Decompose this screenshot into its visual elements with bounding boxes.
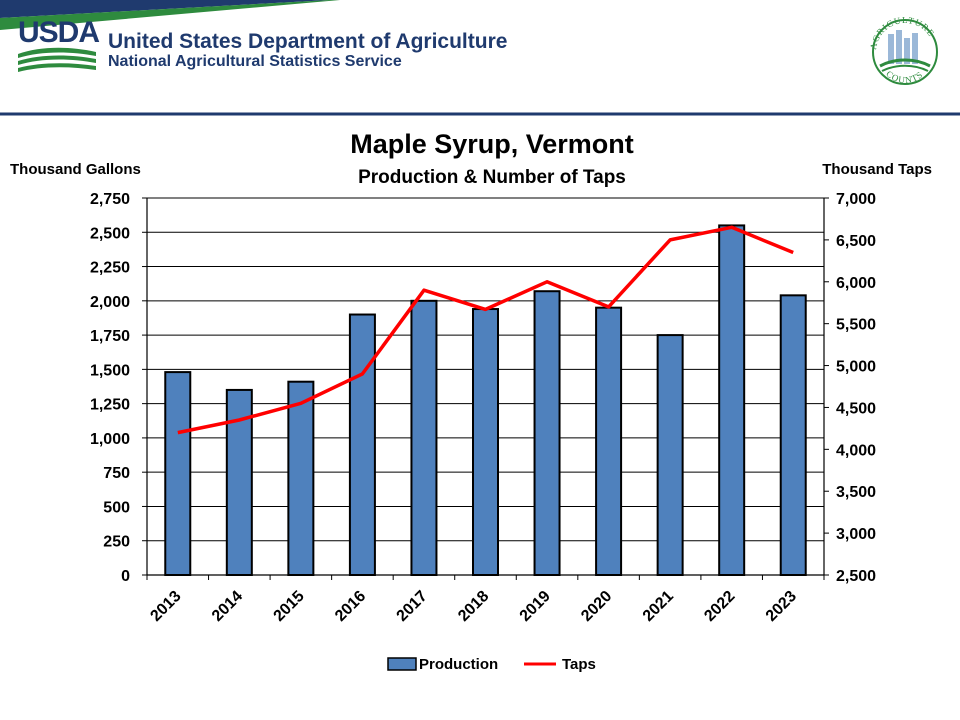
bar-production-2015 [287,380,315,576]
legend-label-production: Production [419,656,498,673]
chart-subtitle: Production & Number of Taps [358,167,626,188]
y-left-tick-label: 250 [103,534,130,551]
x-tick-label: 2016 [332,588,369,625]
agriculture-counts-badge: AGRICULTURE COUNTS [868,15,938,86]
bar-production-2013 [164,371,192,576]
y-left-tick-label: 1,500 [90,362,130,379]
y-right-tick-label: 6,000 [836,275,876,292]
bar-production-2019 [533,290,561,576]
x-tick-label: 2021 [640,588,677,625]
x-tick-label: 2020 [578,588,615,625]
y-left-tick-label: 0 [121,568,130,585]
x-tick-label: 2022 [701,588,738,625]
y-left-tick-label: 1,750 [90,328,130,345]
y-right-tick-label: 4,000 [836,442,876,459]
y-right-tick-label: 5,500 [836,317,876,334]
y-left-tick-label: 500 [103,499,130,516]
y-axis-left-label: Thousand Gallons [10,161,141,178]
svg-text:COUNTS: COUNTS [884,69,925,86]
y-right-tick-label: 3,500 [836,484,876,501]
legend: Production Taps [387,656,596,673]
y-left-tick-label: 2,000 [90,294,130,311]
usda-logo-text: USDA [18,16,100,49]
bar-production-2022 [718,224,746,576]
y-left-tick-label: 1,000 [90,431,130,448]
header-green-swoosh [0,0,340,30]
y-left-tick-label: 1,250 [90,397,130,414]
bar-production-2018 [472,308,499,576]
bar-production-2020 [595,306,623,576]
agency-subtitle: National Agricultural Statistics Service [108,53,402,70]
legend-swatch-production [387,657,417,671]
usda-logo [18,47,96,72]
y-right-tick-label: 6,500 [836,233,876,250]
y-left-tick-label: 2,250 [90,260,130,277]
y-left-tick-label: 2,750 [90,191,130,208]
chart-title: Maple Syrup, Vermont [350,129,634,159]
legend-label-taps: Taps [562,656,596,673]
agency-name: United States Department of Agriculture [108,30,508,53]
y-left-tick-label: 2,500 [90,225,130,242]
header-decoration: AGRICULTURE COUNTS [0,0,960,116]
x-tick-label: 2019 [517,588,554,625]
bar-production-2017 [410,299,438,576]
x-tick-label: 2014 [209,588,246,625]
chart-area: Maple Syrup, Vermont Production & Number… [10,129,932,673]
y-right-tick-label: 2,500 [836,568,876,585]
x-tick-label: 2018 [455,588,492,625]
line-taps [177,225,794,435]
bar-production-2023 [779,294,807,577]
y-axis-right-label: Thousand Taps [822,161,932,178]
y-right-tick-label: 4,500 [836,400,876,417]
x-tick-label: 2015 [271,588,308,625]
page-header: AGRICULTURE COUNTS USDA United States De… [0,0,960,118]
bar-production-2016 [348,313,376,576]
x-tick-label: 2013 [147,588,184,625]
plot-group: 0 250 500 750 1,000 1,250 1,500 1,750 2,000 2,250… [90,191,876,625]
y-left-tick-label: 750 [103,465,130,482]
y-right-tick-label: 3,000 [836,526,876,543]
bar-production-2021 [656,334,684,576]
x-tick-label: 2023 [763,588,800,625]
x-tick-label: 2017 [394,588,431,625]
y-right-tick-label: 7,000 [836,191,876,208]
badge-text-bottom: COUNTS [884,69,924,86]
y-right-tick-label: 5,000 [836,359,876,376]
